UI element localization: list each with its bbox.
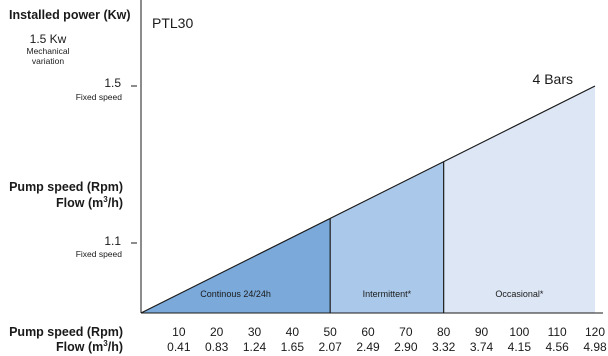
x-tick-speed-100: 100 xyxy=(509,325,529,339)
x-tick-speed-60: 60 xyxy=(361,325,375,339)
tick-low-value: 1.1 xyxy=(104,234,121,248)
chart-title: PTL30 xyxy=(152,15,193,31)
x-tick-speed-50: 50 xyxy=(323,325,337,339)
x-tick-speed-70: 70 xyxy=(399,325,413,339)
bottom-flow-label: Flow (m3/h) xyxy=(0,339,123,354)
tick-high-value: 1.5 xyxy=(104,76,121,90)
x-tick-speed-120: 120 xyxy=(585,325,605,339)
x-ticks-layer: 100.41 200.83 301.24 401.65 502.07 602.49 702.… xyxy=(167,325,607,354)
x-tick-flow-10: 0.41 xyxy=(167,340,191,354)
bottom-flow-label-sup: 3 xyxy=(103,339,108,348)
x-tick-flow-110: 4.56 xyxy=(545,340,569,354)
bottom-flow-label-pre: Flow (m xyxy=(56,340,104,355)
x-tick-speed-80: 80 xyxy=(437,325,451,339)
power-line xyxy=(140,85,596,314)
mid-flow-label-sup: 3 xyxy=(103,195,108,204)
mid-flow-label-post: /h) xyxy=(107,196,123,211)
x-tick-speed-90: 90 xyxy=(475,325,489,339)
bars-annotation: 4 Bars xyxy=(533,71,573,87)
x-tick-flow-100: 4.15 xyxy=(508,340,532,354)
x-tick-flow-70: 2.90 xyxy=(394,340,418,354)
zone-area-2 xyxy=(443,86,595,313)
mid-flow-label: Flow (m3/h) xyxy=(0,195,123,210)
tick-low-sub: Fixed speed xyxy=(75,249,122,259)
x-tick-flow-60: 2.49 xyxy=(356,340,380,354)
x-tick-flow-30: 1.24 xyxy=(243,340,267,354)
x-tick-speed-110: 110 xyxy=(548,325,567,339)
zone-area-1 xyxy=(330,161,444,313)
lines-layer xyxy=(131,0,603,314)
mid-flow-label-pre: Flow (m xyxy=(56,196,104,211)
mechanical-line2: variation xyxy=(31,56,65,66)
mechanical-value: 1.5 Kw xyxy=(29,32,67,46)
mechanical-block: 1.5 Kw Mechanical variation xyxy=(6,32,90,66)
x-tick-flow-20: 0.83 xyxy=(205,340,229,354)
zone-label-2: Occasional* xyxy=(495,289,544,299)
mid-speed-label: Pump speed (Rpm) xyxy=(9,180,123,194)
x-tick-speed-30: 30 xyxy=(248,325,262,339)
x-tick-speed-10: 10 xyxy=(172,325,186,339)
x-tick-speed-20: 20 xyxy=(210,325,224,339)
bottom-speed-label: Pump speed (Rpm) xyxy=(9,325,123,339)
x-tick-flow-120: 4.98 xyxy=(583,340,607,354)
x-tick-flow-50: 2.07 xyxy=(318,340,342,354)
x-tick-flow-80: 3.32 xyxy=(432,340,456,354)
tick-high-sub: Fixed speed xyxy=(75,92,122,102)
mechanical-line1: Mechanical xyxy=(26,46,70,56)
x-tick-flow-90: 3.74 xyxy=(470,340,494,354)
zone-label-1: Intermittent* xyxy=(363,289,412,299)
x-tick-flow-40: 1.65 xyxy=(281,340,305,354)
zone-label-0: Continous 24/24h xyxy=(200,289,271,299)
installed-power-label: Installed power (Kw) xyxy=(9,8,131,22)
x-tick-speed-40: 40 xyxy=(286,325,300,339)
bottom-flow-label-post: /h) xyxy=(107,340,123,355)
